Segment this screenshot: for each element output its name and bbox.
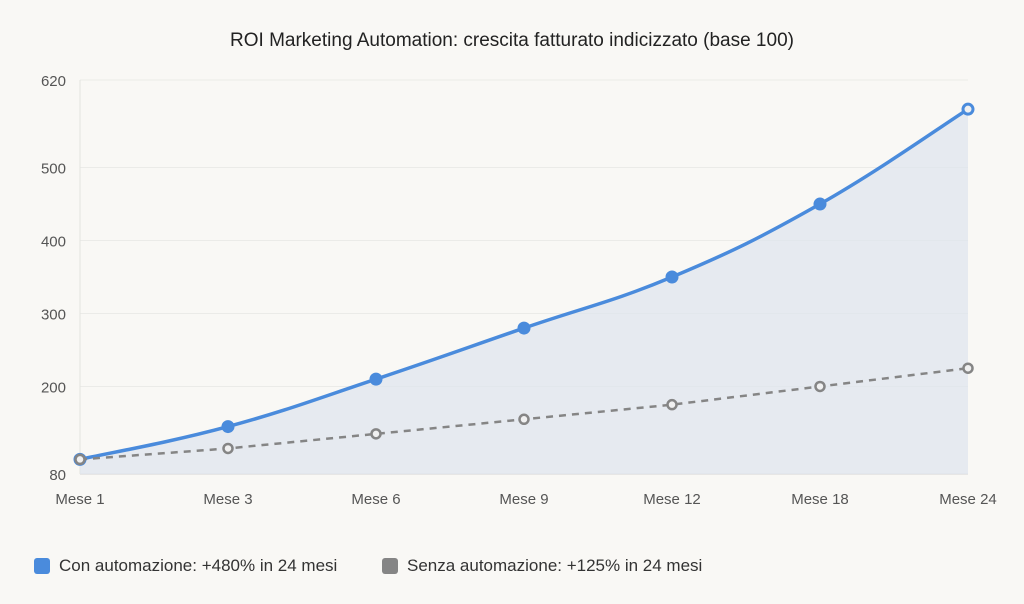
series-area-0: [80, 109, 968, 475]
x-tick-label: Mese 24: [939, 491, 997, 508]
legend-item-senza-automazione[interactable]: Senza automazione: +125% in 24 mesi: [382, 556, 702, 576]
data-point-0: [517, 321, 531, 335]
x-tick-label: Mese 3: [203, 491, 252, 508]
chart-title: ROI Marketing Automation: crescita fattu…: [230, 30, 794, 51]
y-tick-label: 80: [49, 467, 66, 484]
y-tick-label: 500: [41, 161, 66, 178]
data-point-0: [813, 197, 827, 211]
legend-label: Senza automazione: +125% in 24 mesi: [407, 556, 703, 575]
legend-swatch-blue: [34, 558, 50, 574]
legend-item-con-automazione[interactable]: Con automazione: +480% in 24 mesi: [34, 556, 337, 576]
x-tick-label: Mese 6: [351, 491, 400, 508]
data-point-1: [222, 442, 234, 455]
x-tick-label: Mese 12: [643, 491, 701, 508]
y-tick-label: 200: [41, 379, 66, 396]
y-tick-label: 300: [41, 306, 66, 323]
data-point-0: [369, 372, 383, 386]
x-tick-label: Mese 9: [499, 491, 548, 508]
y-tick-label: 620: [41, 73, 66, 90]
data-point-0: [221, 420, 235, 434]
legend-swatch-gray: [382, 558, 398, 574]
x-tick-label: Mese 18: [791, 491, 849, 508]
data-point-1: [666, 398, 678, 411]
data-point-0: [961, 102, 975, 116]
y-tick-label: 400: [41, 234, 66, 251]
x-tick-label: Mese 1: [55, 491, 104, 508]
data-point-1: [74, 453, 86, 466]
data-point-0: [665, 270, 679, 284]
data-point-1: [814, 380, 826, 393]
data-point-1: [518, 413, 530, 426]
legend-label: Con automazione: +480% in 24 mesi: [59, 556, 338, 575]
data-point-1: [370, 428, 382, 440]
data-point-1: [962, 362, 974, 374]
